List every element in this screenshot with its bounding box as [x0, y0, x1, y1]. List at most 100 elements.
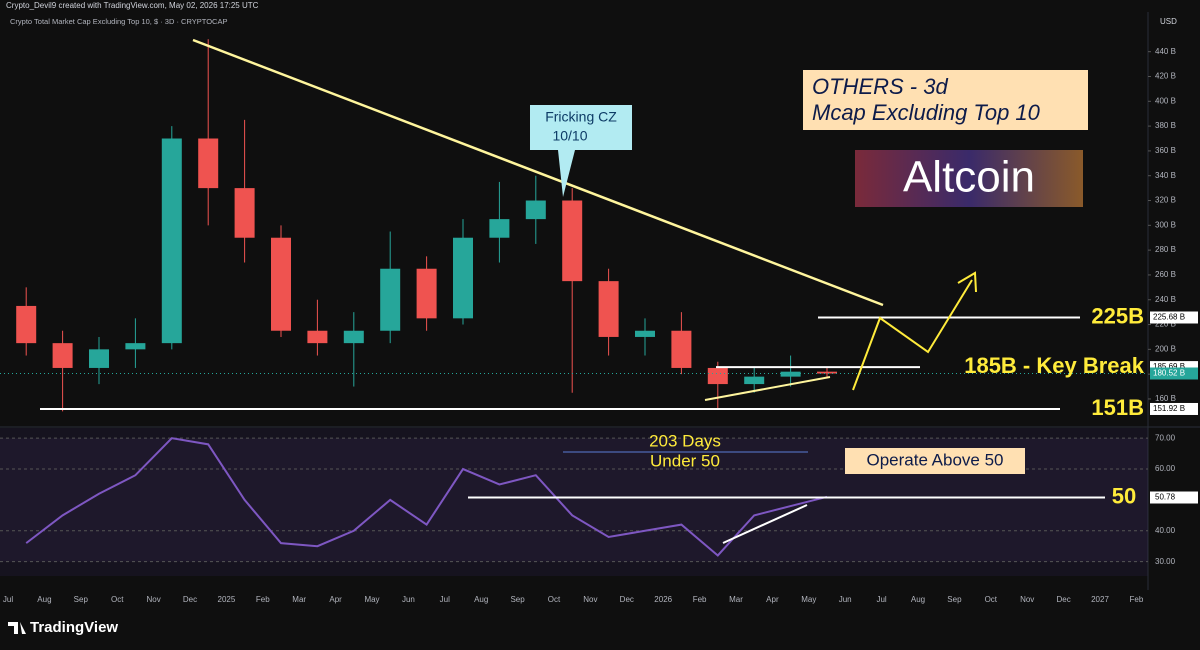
- y-tick-label: 280 B: [1155, 245, 1176, 254]
- candle-body: [198, 138, 219, 189]
- last-price-label: 180.52 B: [1153, 369, 1185, 378]
- title-box: [803, 70, 1088, 130]
- trendline: [704, 376, 831, 401]
- price-label-bg: [1150, 311, 1198, 324]
- trendline: [192, 38, 884, 307]
- badge: [855, 150, 1083, 207]
- measure-text: Under 50: [650, 451, 720, 470]
- rsi-label: 50.78: [1155, 493, 1176, 502]
- y-tick-label: 420 B: [1155, 72, 1176, 81]
- level-note: 185B - Key Break: [964, 353, 1145, 378]
- projection-arrow: [852, 279, 973, 391]
- x-tick-label: Dec: [1056, 595, 1070, 604]
- callout-text: 10/10: [552, 128, 587, 144]
- candle-body: [744, 376, 765, 385]
- y-tick-label: 400 B: [1155, 96, 1176, 105]
- candle-body: [125, 343, 146, 350]
- x-tick-label: Nov: [146, 595, 160, 604]
- x-tick-label: Oct: [548, 595, 561, 604]
- x-tick-label: 2026: [654, 595, 672, 604]
- price-label: 185.69 B: [1153, 362, 1185, 371]
- x-tick-label: Feb: [256, 595, 270, 604]
- level-note: 225B: [1091, 303, 1144, 328]
- candle-body: [307, 330, 328, 344]
- candle-body: [562, 200, 583, 282]
- candle-body: [635, 330, 655, 337]
- y-tick-label: 440 B: [1155, 47, 1176, 56]
- y-tick-label: 30.00: [1155, 557, 1176, 566]
- badge-text: Altcoin: [903, 153, 1035, 202]
- price-label: 225.68 B: [1153, 313, 1185, 322]
- rsi-line: [25, 437, 828, 557]
- candle-body: [16, 305, 37, 344]
- x-tick-label: Aug: [37, 595, 51, 604]
- candle-body: [380, 268, 401, 331]
- title-box-text: OTHERS - 3d: [812, 74, 948, 99]
- price-label: 151.92 B: [1153, 404, 1185, 413]
- x-tick-label: Jul: [3, 595, 13, 604]
- candle-body: [525, 200, 546, 220]
- currency: USD: [1160, 17, 1177, 26]
- y-tick-label: 240 B: [1155, 295, 1176, 304]
- y-tick-label: 160 B: [1155, 394, 1176, 403]
- x-tick-label: Sep: [74, 595, 89, 604]
- y-tick-label: 340 B: [1155, 171, 1176, 180]
- y-tick-label: 360 B: [1155, 146, 1176, 155]
- x-tick-label: Nov: [1020, 595, 1034, 604]
- x-tick-label: Feb: [1130, 595, 1144, 604]
- candle-body: [817, 371, 837, 374]
- callout-box: [530, 105, 632, 197]
- x-tick-label: Apr: [766, 595, 779, 604]
- x-tick-label: Jun: [839, 595, 852, 604]
- measure-text: 203 Days: [649, 431, 721, 450]
- candle-body: [707, 367, 728, 385]
- x-tick-label: Apr: [329, 595, 342, 604]
- x-tick-label: Dec: [183, 595, 197, 604]
- chart-title: Crypto Total Market Cap Excluding Top 10…: [10, 17, 227, 26]
- x-tick-label: Mar: [292, 595, 306, 604]
- candle-body: [161, 138, 182, 344]
- brand-logo: [8, 622, 26, 634]
- x-tick-label: Dec: [620, 595, 634, 604]
- y-tick-label: 200 B: [1155, 344, 1176, 353]
- callout-text: Fricking CZ: [545, 109, 617, 125]
- y-tick-label: 70.00: [1155, 433, 1176, 442]
- rsi-level-note: 50: [1112, 483, 1136, 508]
- y-tick-label: 260 B: [1155, 270, 1176, 279]
- x-tick-label: Mar: [729, 595, 743, 604]
- candle-body: [489, 219, 510, 238]
- rsi-label-bg: [1150, 491, 1198, 504]
- x-tick-label: Oct: [985, 595, 998, 604]
- candle-body: [453, 237, 473, 319]
- y-tick-label: 380 B: [1155, 121, 1176, 130]
- title-box-text: Mcap Excluding Top 10: [812, 100, 1041, 125]
- x-tick-label: Oct: [111, 595, 124, 604]
- x-tick-label: 2025: [218, 595, 236, 604]
- candle-body: [52, 343, 73, 368]
- x-tick-label: Jun: [402, 595, 415, 604]
- x-tick-label: Aug: [911, 595, 925, 604]
- candle-body: [780, 371, 801, 377]
- level-note: 151B: [1091, 395, 1144, 420]
- candle-body: [671, 330, 692, 368]
- x-tick-label: Sep: [510, 595, 525, 604]
- header: Crypto_Devil9 created with TradingView.c…: [6, 1, 259, 10]
- x-tick-label: 2027: [1091, 595, 1109, 604]
- candle-body: [89, 349, 109, 368]
- x-tick-label: Aug: [474, 595, 488, 604]
- y-tick-label: 320 B: [1155, 196, 1176, 205]
- y-tick-label: 220 B: [1155, 320, 1176, 329]
- y-tick-label: 60.00: [1155, 464, 1176, 473]
- candle-body: [234, 188, 255, 238]
- x-tick-label: Nov: [583, 595, 597, 604]
- x-tick-label: Sep: [947, 595, 962, 604]
- x-tick-label: Jul: [876, 595, 886, 604]
- x-tick-label: Feb: [693, 595, 707, 604]
- candle-body: [598, 281, 619, 337]
- price-label-bg: [1150, 402, 1198, 415]
- brand: TradingView: [30, 619, 118, 636]
- x-tick-label: Jul: [440, 595, 450, 604]
- last-price-bg: [1150, 367, 1198, 380]
